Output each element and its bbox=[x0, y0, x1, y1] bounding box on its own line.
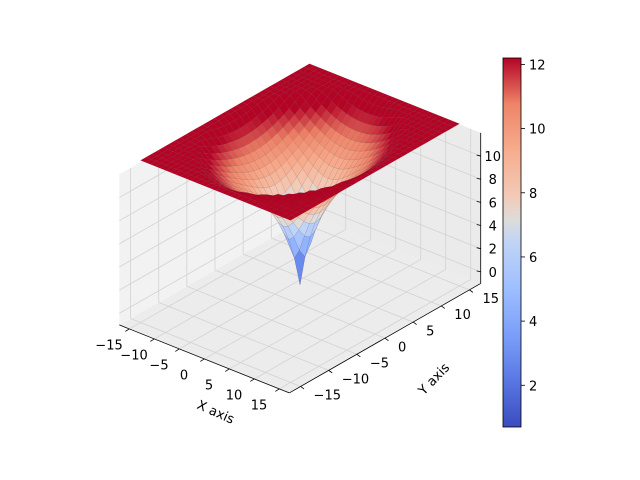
surface-patch bbox=[442, 124, 455, 131]
surface-patch bbox=[352, 176, 365, 182]
y-tick-label: 15 bbox=[482, 292, 499, 307]
z-tick-label: 0 bbox=[489, 266, 497, 281]
z-tick-label: 2 bbox=[489, 243, 497, 258]
x-tick-label: 10 bbox=[226, 389, 243, 404]
floor-grid-line bbox=[130, 318, 301, 387]
surface-patch bbox=[330, 189, 342, 195]
y-tick-mark bbox=[384, 337, 389, 342]
colorbar-tick-label: 6 bbox=[529, 251, 537, 266]
surface-patch bbox=[347, 179, 359, 186]
z-tick-mark bbox=[476, 200, 481, 203]
x-tick-label: −15 bbox=[95, 339, 122, 354]
y-tick-mark bbox=[412, 321, 417, 325]
colorbar-tick-label: 4 bbox=[529, 315, 537, 330]
colorbar-tick-label: 10 bbox=[529, 123, 546, 138]
surface-patch bbox=[369, 166, 381, 173]
y-tick-label: −15 bbox=[314, 389, 341, 404]
y-tick-mark bbox=[356, 353, 361, 358]
surface-patch bbox=[335, 185, 348, 192]
y-tick-mark bbox=[328, 370, 333, 374]
surface-patch bbox=[437, 128, 449, 134]
colorbar-tick-label: 2 bbox=[529, 379, 537, 394]
surface-patch bbox=[364, 169, 376, 176]
z-tick-label: 8 bbox=[489, 173, 497, 188]
y-tick-label: −10 bbox=[342, 373, 369, 388]
x-tick-label: −5 bbox=[149, 359, 168, 374]
back-wall-grid-line bbox=[310, 203, 481, 273]
surface-patch bbox=[341, 182, 353, 189]
y-axis-ticks: −15−10−5 0 5 10 15 bbox=[300, 289, 499, 404]
x-tick-mark bbox=[150, 338, 155, 342]
y-tick-label: 0 bbox=[398, 340, 406, 355]
x-tick-mark bbox=[200, 358, 205, 362]
z-tick-mark bbox=[476, 224, 481, 226]
y-tick-mark bbox=[441, 305, 446, 309]
z-tick-label: 4 bbox=[489, 220, 497, 235]
surface-patch bbox=[420, 137, 432, 144]
x-tick-mark bbox=[175, 348, 180, 352]
x-axis-line bbox=[119, 324, 290, 394]
surface-patch bbox=[431, 131, 443, 137]
surface-patch bbox=[375, 163, 387, 170]
x-tick-mark bbox=[250, 378, 255, 382]
z-tick-mark bbox=[476, 177, 481, 180]
x-tick-mark bbox=[275, 388, 280, 392]
x-tick-label: 15 bbox=[251, 399, 268, 414]
y-axis-label: Y axis bbox=[415, 360, 453, 399]
colorbar-gradient bbox=[502, 57, 522, 428]
surface-patch bbox=[403, 147, 415, 153]
z-tick-mark bbox=[476, 270, 481, 273]
colorbar: 2 4 6 8 10 12 bbox=[502, 57, 546, 428]
surface-patch bbox=[313, 198, 325, 205]
colorbar-tick-label: 12 bbox=[529, 58, 546, 73]
y-tick-mark bbox=[469, 289, 474, 293]
x-tick-mark bbox=[225, 368, 230, 372]
surface-patch bbox=[324, 192, 336, 198]
z-tick-label: 6 bbox=[489, 196, 497, 211]
x-tick-mark bbox=[125, 328, 130, 332]
surface-patch bbox=[386, 157, 398, 163]
z-tick-mark bbox=[476, 247, 481, 250]
floor-grid-line bbox=[186, 285, 357, 355]
surface-patch bbox=[414, 140, 427, 147]
z-axis-ticks: 0 2 4 6 8 10 bbox=[476, 150, 501, 281]
surface-patch bbox=[425, 134, 438, 141]
x-tick-label: 0 bbox=[180, 369, 188, 384]
surface-patch bbox=[318, 195, 331, 202]
x-tick-label: −10 bbox=[120, 349, 147, 364]
surface-patch bbox=[296, 208, 308, 215]
z-tick-mark bbox=[476, 154, 481, 157]
surface-patch bbox=[285, 214, 297, 221]
surface-patch bbox=[380, 160, 393, 166]
surface-patch bbox=[397, 150, 410, 157]
surface-patch bbox=[409, 144, 421, 150]
y-tick-mark bbox=[300, 386, 305, 390]
z-tick-label: 10 bbox=[484, 150, 501, 165]
colorbar-tick-label: 8 bbox=[529, 187, 537, 202]
floor-grid-line bbox=[158, 302, 329, 371]
colorbar-ticks: 2 4 6 8 10 12 bbox=[521, 58, 546, 394]
surface-patch bbox=[290, 211, 303, 218]
y-tick-label: 5 bbox=[426, 324, 434, 339]
y-tick-label: −5 bbox=[370, 356, 389, 371]
surface-patch bbox=[307, 202, 320, 208]
surface-patch bbox=[358, 173, 370, 179]
surface-patch bbox=[392, 153, 404, 160]
floor-grid-line bbox=[214, 269, 386, 339]
surface-patch bbox=[302, 205, 314, 211]
floor-grid-line bbox=[299, 221, 470, 291]
surface-patch bbox=[448, 121, 460, 128]
x-axis-ticks: −15−10−5 0 5 10 15 bbox=[95, 328, 280, 414]
floor-grid-line bbox=[243, 253, 414, 323]
y-tick-label: 10 bbox=[454, 308, 471, 323]
x-tick-label: 5 bbox=[205, 379, 213, 394]
surface-plot bbox=[140, 63, 460, 285]
